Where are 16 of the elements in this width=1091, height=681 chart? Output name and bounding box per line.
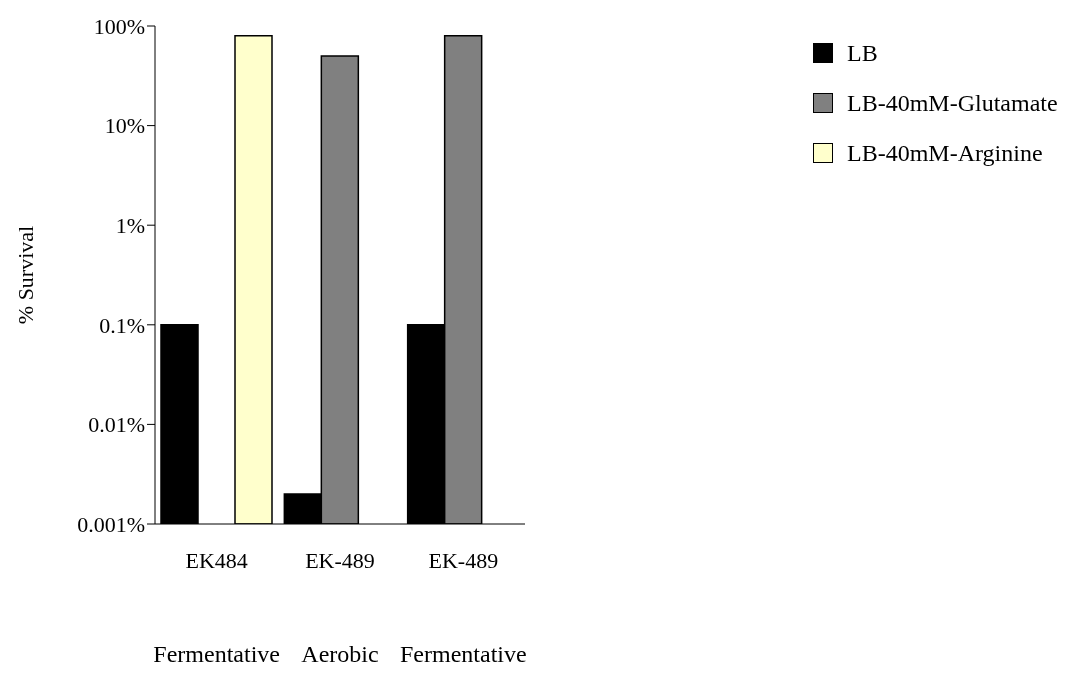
text: Aerobic xyxy=(301,641,379,667)
x-tick-label: EK-489 xyxy=(428,548,499,573)
y-tick-label: 0.01% xyxy=(88,412,145,438)
y-tick-label: 0.1% xyxy=(99,312,145,338)
legend-label: LB-40mM-Arginine xyxy=(847,139,1043,167)
text: Fermentative xyxy=(400,641,527,667)
x-tick-label: EK-489 xyxy=(305,548,375,573)
legend-label: LB-40mM-Glutamate xyxy=(847,89,1058,117)
y-axis-title: % Survival xyxy=(12,225,38,325)
text: Fermentative xyxy=(153,641,280,667)
y-tick-label: 0.001% xyxy=(77,511,145,537)
legend-label: LB xyxy=(847,39,878,67)
y-tick-label: 1% xyxy=(115,213,145,239)
y-tick-label: 10% xyxy=(104,113,145,139)
x-tick-label: EK484 xyxy=(185,548,248,573)
y-tick-label: 100% xyxy=(93,13,145,39)
